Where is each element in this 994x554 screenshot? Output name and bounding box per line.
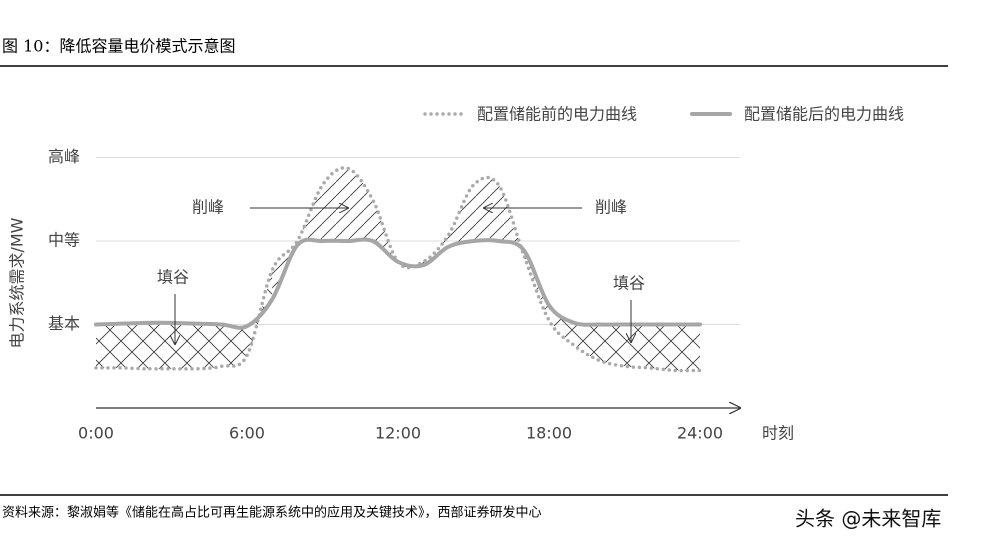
annotation: 填谷 (613, 274, 645, 293)
annotation: 削峰 (192, 198, 224, 217)
x-axis-label: 时刻 (762, 424, 794, 443)
hatch (96, 270, 273, 369)
legend-label: 配置储能后的电力曲线 (744, 105, 904, 124)
x-tick-label: 12:00 (375, 424, 421, 443)
hatch (272, 167, 549, 321)
x-tick-label: 0:00 (78, 424, 114, 443)
y-tick-label: 基本 (48, 314, 80, 333)
title: 图 10：降低容量电价模式示意图 (2, 37, 235, 56)
series-line (94, 237, 702, 330)
y-tick-label: 高峰 (48, 147, 80, 166)
annotation: 削峰 (595, 198, 627, 217)
x-tick-label: 18:00 (526, 424, 572, 443)
annotation: 填谷 (157, 268, 189, 287)
x-tick-label: 6:00 (229, 424, 265, 443)
watermark: 头条 @未来智库 (795, 507, 941, 531)
hatch (549, 305, 700, 371)
legend-label: 配置储能前的电力曲线 (477, 105, 637, 124)
x-tick-label: 24:00 (677, 424, 723, 443)
y-axis-label: 电力系统需求/MW (8, 217, 27, 348)
y-tick-label: 中等 (48, 231, 80, 250)
source: 资料来源：黎淑娟等《储能在高占比可再生能源系统中的应用及关键技术》，西部证券研发… (2, 505, 542, 521)
